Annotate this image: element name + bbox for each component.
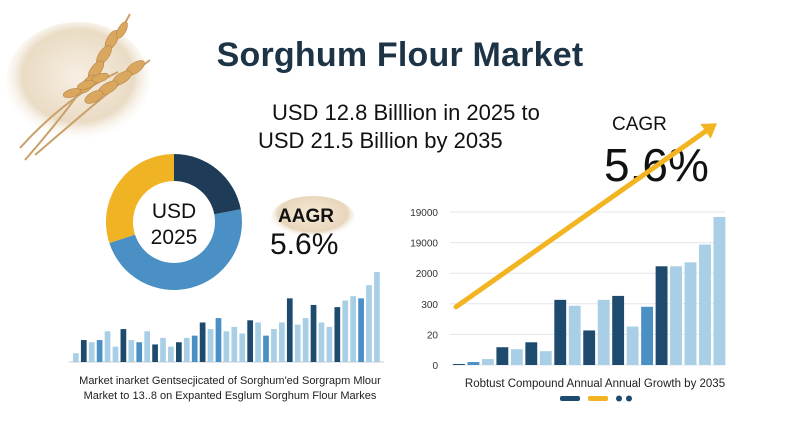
right-bar-4 <box>510 349 523 365</box>
donut-label-line-1: USD <box>152 200 196 223</box>
left-bar-27 <box>286 298 293 362</box>
trend-arrow-head <box>700 123 717 139</box>
y-tick-label-3: 2000 <box>416 269 439 280</box>
left-bar-7 <box>128 340 135 362</box>
left-bar-26 <box>279 322 285 362</box>
right-bar-11 <box>612 295 625 365</box>
aagr-label: AAGR <box>278 206 334 227</box>
right-bar-16 <box>684 262 697 365</box>
left-bar-28 <box>294 324 301 362</box>
right-bar-0 <box>453 364 465 365</box>
left-bar-29 <box>302 318 309 362</box>
right-bar-9 <box>583 330 596 365</box>
left-bar-24 <box>263 335 269 362</box>
right-bar-10 <box>597 299 610 365</box>
page-title: Sorghum Flour Market <box>216 36 584 74</box>
left-bar-31 <box>318 322 325 362</box>
left-bar-16 <box>199 322 206 362</box>
left-bar-0 <box>73 353 79 362</box>
donut-segment-2 <box>105 153 174 244</box>
left-bar-4 <box>104 331 111 362</box>
subtitle-line-2: USD 21.5 Billion by 2035 <box>258 128 503 153</box>
y-tick-label-1: 20 <box>427 330 439 341</box>
y-tick-label-5: 19000 <box>410 208 438 219</box>
left-chart-caption-line-2: Market to 13..8 on Expanted Esglum Sorgh… <box>83 390 377 402</box>
left-bar-38 <box>374 272 380 362</box>
legend-dot-3 <box>626 395 632 402</box>
right-bar-6 <box>539 351 552 365</box>
left-bar-2 <box>88 342 95 362</box>
donut-label-line-2: 2025 <box>151 226 198 249</box>
right-bar-18 <box>713 216 726 365</box>
left-bar-23 <box>255 322 261 362</box>
left-bar-34 <box>342 300 349 362</box>
left-bar-6 <box>120 329 127 362</box>
right-bar-13 <box>641 306 654 365</box>
right-bar-5 <box>525 342 538 365</box>
y-tick-label-4: 19000 <box>410 239 438 250</box>
left-bar-19 <box>223 331 230 362</box>
left-bar-22 <box>247 320 254 362</box>
donut-segment-0 <box>174 154 241 215</box>
left-bar-18 <box>215 318 222 362</box>
right-bar-2 <box>481 359 494 365</box>
left-bar-1 <box>80 340 87 362</box>
left-bar-8 <box>136 342 143 362</box>
left-bar-15 <box>191 335 198 362</box>
left-bar-14 <box>183 337 190 362</box>
aagr-value: 5.6% <box>270 228 339 261</box>
right-bar-15 <box>670 266 682 365</box>
left-bar-21 <box>239 333 246 362</box>
left-bar-9 <box>144 331 151 362</box>
subtitle-line-1: USD 12.8 Billlion in 2025 to <box>272 100 540 125</box>
right-bar-8 <box>568 305 581 365</box>
right-bar-1 <box>467 362 480 365</box>
left-bar-35 <box>350 296 357 362</box>
left-bar-10 <box>152 344 158 362</box>
left-bar-32 <box>326 326 333 362</box>
legend-dot-2 <box>616 395 622 402</box>
left-chart-caption-line-1: Market inarket Gentsecjicated of Sorghum… <box>79 375 381 387</box>
donut-segment-1 <box>109 209 243 290</box>
left-bar-25 <box>271 329 277 362</box>
right-chart-caption: Robtust Compound Annual Annual Growth by… <box>464 378 726 390</box>
right-bar-12 <box>626 326 639 365</box>
right-bar-3 <box>496 347 509 365</box>
left-bar-3 <box>96 340 103 362</box>
left-bar-30 <box>310 304 317 362</box>
left-bar-33 <box>334 307 341 362</box>
left-bar-20 <box>231 326 238 362</box>
legend-swatch-0 <box>560 396 580 401</box>
left-bar-12 <box>168 346 174 362</box>
left-bar-11 <box>160 337 166 362</box>
left-bar-5 <box>112 346 119 362</box>
trend-arrow-line <box>453 128 709 310</box>
right-bar-14 <box>655 266 668 365</box>
left-bar-17 <box>207 329 214 362</box>
left-bar-37 <box>366 285 372 362</box>
cagr-label: CAGR <box>612 114 667 135</box>
legend-swatch-1 <box>588 396 608 401</box>
left-bar-13 <box>176 342 182 362</box>
right-bar-17 <box>699 244 711 365</box>
y-tick-label-2: 300 <box>421 300 438 311</box>
right-bar-7 <box>554 299 567 365</box>
left-bar-36 <box>358 298 364 362</box>
y-tick-label-0: 0 <box>432 361 438 372</box>
